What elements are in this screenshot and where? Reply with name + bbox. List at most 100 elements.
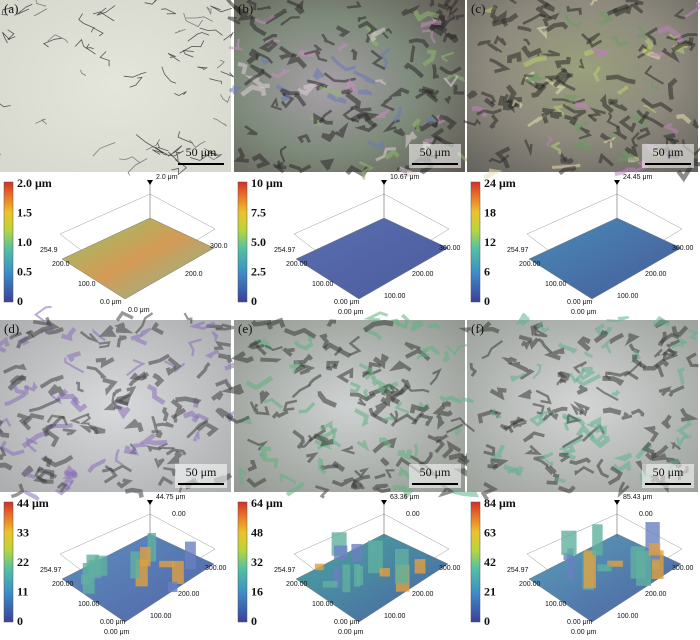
texture-stroke <box>523 53 547 68</box>
micrograph-texture <box>0 0 235 176</box>
surface-peak <box>592 524 603 556</box>
texture-stroke <box>154 457 165 469</box>
peak-marker <box>381 500 387 505</box>
surface-plot: 84 μm 63 42 21 0 85.43 μm 0.00 254.97 200.00 100.… <box>470 494 694 636</box>
peak-label: 63.36 μm <box>390 494 419 501</box>
texture-stroke <box>251 153 271 169</box>
texture-stroke <box>566 6 582 15</box>
peak-marker <box>614 180 620 185</box>
surface <box>528 217 682 300</box>
texture-stroke <box>405 130 418 149</box>
texture-stroke <box>98 324 117 337</box>
surface-peak <box>583 550 596 589</box>
texture-stroke <box>535 6 554 19</box>
colorbar-label: 2.0 μm <box>17 176 52 190</box>
surface-peak <box>82 562 95 594</box>
panel: (a) 50 μm 2.0 μm 1.5 1.0 0.5 0 2.0 μm 254.9 200.0… <box>0 0 235 314</box>
texture-stroke <box>531 84 547 98</box>
texture-stroke <box>437 0 451 10</box>
texture-stroke <box>367 27 387 42</box>
texture-stroke <box>112 402 131 420</box>
texture-stroke <box>171 167 187 176</box>
surface <box>61 217 215 300</box>
texture-stroke <box>0 440 25 457</box>
texture-stroke <box>505 84 522 103</box>
texture-stroke <box>313 44 323 55</box>
texture-stroke <box>574 465 595 476</box>
axis-label: 254.9 <box>40 247 58 254</box>
texture-stroke <box>319 158 335 171</box>
texture-stroke <box>244 125 258 136</box>
texture-stroke <box>50 390 62 405</box>
texture-stroke <box>326 319 337 327</box>
texture-stroke <box>47 34 69 44</box>
axis-label: 100.00 <box>312 601 334 608</box>
texture-stroke <box>228 85 244 94</box>
texture-stroke <box>443 2 459 19</box>
texture-stroke <box>503 418 525 430</box>
texture-stroke <box>227 16 241 25</box>
texture-stroke <box>115 310 134 322</box>
texture-stroke <box>279 472 297 485</box>
texture-stroke <box>532 363 542 380</box>
texture-stroke <box>323 342 352 358</box>
surface-peak <box>168 581 178 593</box>
texture-stroke <box>213 118 227 127</box>
texture-stroke <box>315 485 330 499</box>
texture-stroke <box>220 71 235 78</box>
texture-stroke <box>412 9 440 22</box>
texture-stroke <box>64 357 85 374</box>
texture-stroke <box>161 66 177 84</box>
texture-stroke <box>511 99 523 109</box>
texture-stroke <box>436 413 445 430</box>
texture-stroke <box>375 79 387 86</box>
texture-stroke <box>676 113 692 125</box>
texture-stroke <box>104 464 133 473</box>
texture-stroke <box>439 65 462 76</box>
texture-stroke <box>442 351 450 363</box>
texture-stroke <box>306 79 328 89</box>
texture-stroke <box>572 137 594 152</box>
texture-stroke <box>262 34 277 42</box>
texture-stroke <box>561 434 584 449</box>
texture-stroke <box>297 133 311 144</box>
texture-stroke <box>285 481 305 497</box>
texture-stroke <box>237 61 248 75</box>
colorbar-label: 10 μm <box>251 176 283 190</box>
texture-stroke <box>454 427 462 436</box>
texture-stroke <box>248 340 267 356</box>
texture-stroke <box>640 97 673 113</box>
texture-stroke <box>617 149 640 162</box>
texture-stroke <box>259 445 272 460</box>
texture-stroke <box>502 93 512 104</box>
texture-stroke <box>536 25 548 40</box>
texture-stroke <box>206 6 212 16</box>
texture-stroke <box>163 466 177 477</box>
texture-stroke <box>390 413 418 427</box>
texture-stroke <box>542 411 554 421</box>
texture-stroke <box>667 77 678 100</box>
texture-stroke <box>494 146 511 169</box>
texture-stroke <box>91 328 106 342</box>
texture-stroke <box>175 396 202 405</box>
colorbar-label: 0 <box>251 294 257 308</box>
texture-stroke <box>501 356 517 365</box>
texture-stroke <box>536 0 551 10</box>
texture-stroke <box>585 32 601 45</box>
texture-stroke <box>444 95 452 105</box>
texture-stroke <box>370 49 386 71</box>
texture-stroke <box>266 317 286 330</box>
texture-stroke <box>317 391 338 408</box>
surface-peak <box>561 530 577 555</box>
texture-stroke <box>196 421 219 437</box>
texture-stroke <box>552 163 581 169</box>
texture-stroke <box>637 44 652 59</box>
texture-stroke <box>422 49 437 67</box>
texture-stroke <box>581 33 603 48</box>
texture-stroke <box>583 351 594 358</box>
texture-stroke <box>79 69 87 76</box>
texture-stroke <box>187 338 202 357</box>
texture-stroke <box>357 397 367 407</box>
colorbar <box>470 181 481 303</box>
texture-stroke <box>297 82 319 96</box>
